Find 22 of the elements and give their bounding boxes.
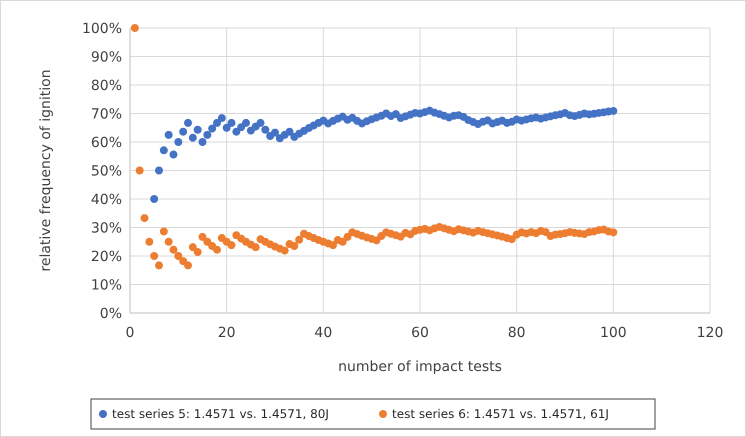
x-tick-label: 40 <box>314 325 332 341</box>
y-tick-label: 70% <box>90 106 122 122</box>
x-tick-label: 60 <box>411 325 429 341</box>
x-tick-label: 0 <box>126 325 134 341</box>
y-tick-label: 40% <box>90 192 122 208</box>
y-tick-label: 80% <box>90 78 122 94</box>
x-tick-label: 100 <box>600 325 627 341</box>
x-tick-label: 80 <box>508 325 526 341</box>
y-tick-label: 100% <box>82 20 122 37</box>
y-tick-label: 90% <box>90 49 122 66</box>
y-axis-title: relative frequency of ignition <box>38 69 54 272</box>
y-tick-label: 60% <box>90 134 122 151</box>
legend-label: test series 6: 1.4571 vs. 1.4571, 61J <box>392 407 609 422</box>
x-axis-title: number of impact tests <box>338 359 502 375</box>
x-tick-label: 120 <box>696 325 724 341</box>
y-tick-label: 30% <box>90 220 122 236</box>
y-tick-label: 10% <box>90 277 122 294</box>
y-tick-label: 0% <box>100 306 122 322</box>
legend-label: test series 5: 1.4571 vs. 1.4571, 80J <box>112 407 329 422</box>
y-tick-label: 50% <box>90 163 122 180</box>
x-tick-label: 20 <box>218 325 236 341</box>
y-tick-label: 20% <box>90 248 122 265</box>
